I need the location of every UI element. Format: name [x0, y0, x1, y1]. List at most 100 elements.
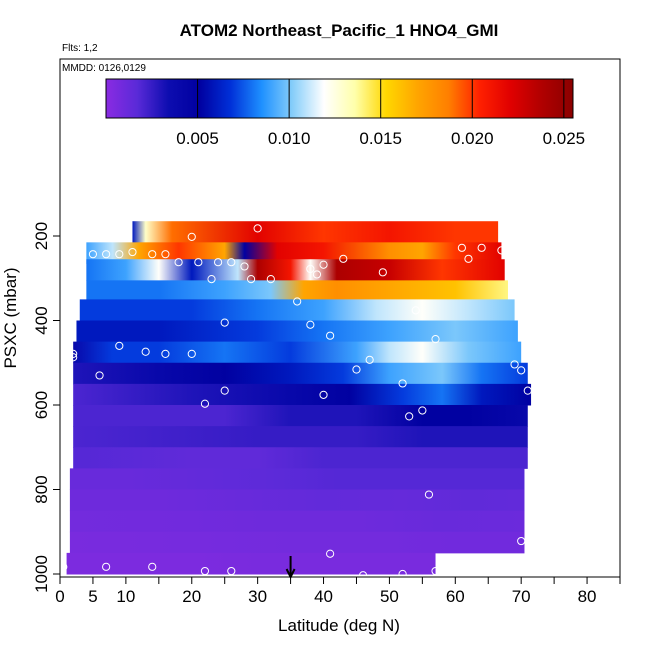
observation-point — [207, 274, 216, 284]
heatmap-band — [132, 221, 499, 243]
colorbar: 0.005 0.010 0.015 0.020 0.025 — [105, 78, 586, 148]
dates-subtitle: MMDD: 0126,0129 — [62, 63, 146, 74]
x-tick-label: 5 — [88, 587, 97, 606]
observation-point — [510, 360, 519, 369]
colorbar-tick-label: 0.015 — [359, 129, 402, 148]
observation-point — [220, 318, 229, 327]
observation-point — [378, 268, 387, 277]
x-tick-label: 30 — [248, 587, 267, 606]
heatmap-band — [86, 242, 502, 264]
x-tick-label: 50 — [380, 587, 399, 606]
observation-point — [227, 258, 236, 267]
observation-point — [306, 264, 315, 274]
heatmap-band — [73, 341, 522, 364]
x-tick-label: 40 — [314, 587, 333, 606]
y-tick-label: 200 — [32, 222, 51, 250]
observation-point — [128, 247, 137, 257]
observation-point — [60, 562, 68, 571]
x-axis: 0 5 10 20 30 40 50 60 70 80 — [55, 577, 621, 606]
observation-point — [227, 566, 236, 576]
observation-point — [523, 386, 532, 395]
x-axis-label: Latitude (deg N) — [278, 616, 400, 635]
observation-point — [424, 490, 434, 499]
observation-point — [69, 353, 78, 362]
observation-point — [319, 390, 328, 399]
heatmap-band — [86, 280, 509, 302]
y-tick-label: 1000 — [32, 555, 51, 593]
observation-point — [148, 250, 157, 259]
observation-point — [115, 250, 124, 259]
observation-point — [246, 274, 256, 284]
observation-point — [319, 260, 328, 269]
x-tick-label: 70 — [512, 587, 531, 606]
observation-point — [174, 258, 183, 267]
observation-point — [214, 258, 223, 267]
heatmap-band — [69, 468, 525, 490]
heatmap-band — [73, 447, 528, 469]
heatmap-band — [69, 531, 525, 554]
colorbar-tick-label: 0.025 — [543, 129, 586, 148]
observation-point — [326, 549, 335, 558]
observation-point — [418, 406, 427, 415]
observation-point — [115, 341, 124, 350]
colorbar-gradient — [105, 78, 574, 119]
x-tick-label: 20 — [182, 587, 201, 606]
observation-point — [306, 320, 315, 329]
heatmap-band — [69, 489, 525, 512]
y-axis: 200 400 600 800 1000 — [32, 222, 60, 593]
heatmap-band — [73, 362, 528, 385]
chart-title: ATOM2 Northeast_Pacific_1 HNO4_GMI — [180, 21, 499, 40]
heatmap-band — [79, 299, 515, 321]
x-tick-label: 0 — [55, 587, 64, 606]
heatmap-band — [73, 383, 532, 406]
observation-point — [398, 569, 407, 577]
y-axis-label: PSXC (mbar) — [1, 267, 20, 368]
observation-point — [200, 399, 210, 408]
observation-point — [220, 386, 229, 395]
observation-point — [240, 262, 249, 271]
observation-point — [517, 536, 526, 546]
observation-point — [187, 232, 196, 241]
observation-point — [398, 379, 407, 388]
observation-point — [326, 331, 335, 340]
observation-point — [200, 566, 210, 576]
observation-point — [339, 254, 348, 263]
y-tick-label: 600 — [32, 391, 51, 419]
observation-point — [187, 349, 196, 358]
observation-point — [95, 371, 104, 380]
observation-point — [411, 306, 420, 315]
observation-point — [365, 355, 374, 364]
heatmap-band — [69, 510, 525, 533]
colorbar-tick-label: 0.010 — [268, 129, 311, 148]
observation-point — [464, 254, 473, 263]
observation-points — [60, 224, 532, 577]
heatmap-band — [73, 405, 528, 427]
latitude-marker-arrow — [285, 556, 296, 580]
observation-point — [161, 349, 170, 358]
observation-point — [102, 562, 111, 571]
observation-point — [69, 349, 78, 358]
observation-point — [431, 566, 440, 576]
observation-point — [477, 243, 486, 252]
x-tick-label: 10 — [116, 587, 135, 606]
observation-point — [352, 365, 361, 374]
observation-point — [253, 224, 262, 233]
observation-point — [405, 412, 414, 421]
observation-point — [517, 366, 526, 375]
colorbar-tick-label: 0.020 — [451, 129, 494, 148]
heatmap-band — [86, 259, 505, 281]
observation-point — [431, 334, 440, 344]
heatmap-band — [73, 426, 528, 448]
flights-subtitle: Flts: 1,2 — [62, 43, 98, 54]
heatmap-band — [66, 552, 436, 575]
observation-point — [457, 243, 466, 252]
colorbar-tick-label: 0.005 — [176, 129, 219, 148]
observation-point — [102, 250, 111, 259]
observation-point — [312, 270, 322, 279]
observation-point — [148, 562, 157, 571]
y-tick-label: 800 — [32, 475, 51, 503]
observation-point — [266, 274, 275, 284]
y-tick-label: 400 — [32, 306, 51, 334]
observation-point — [161, 250, 170, 259]
observation-point — [358, 571, 368, 577]
